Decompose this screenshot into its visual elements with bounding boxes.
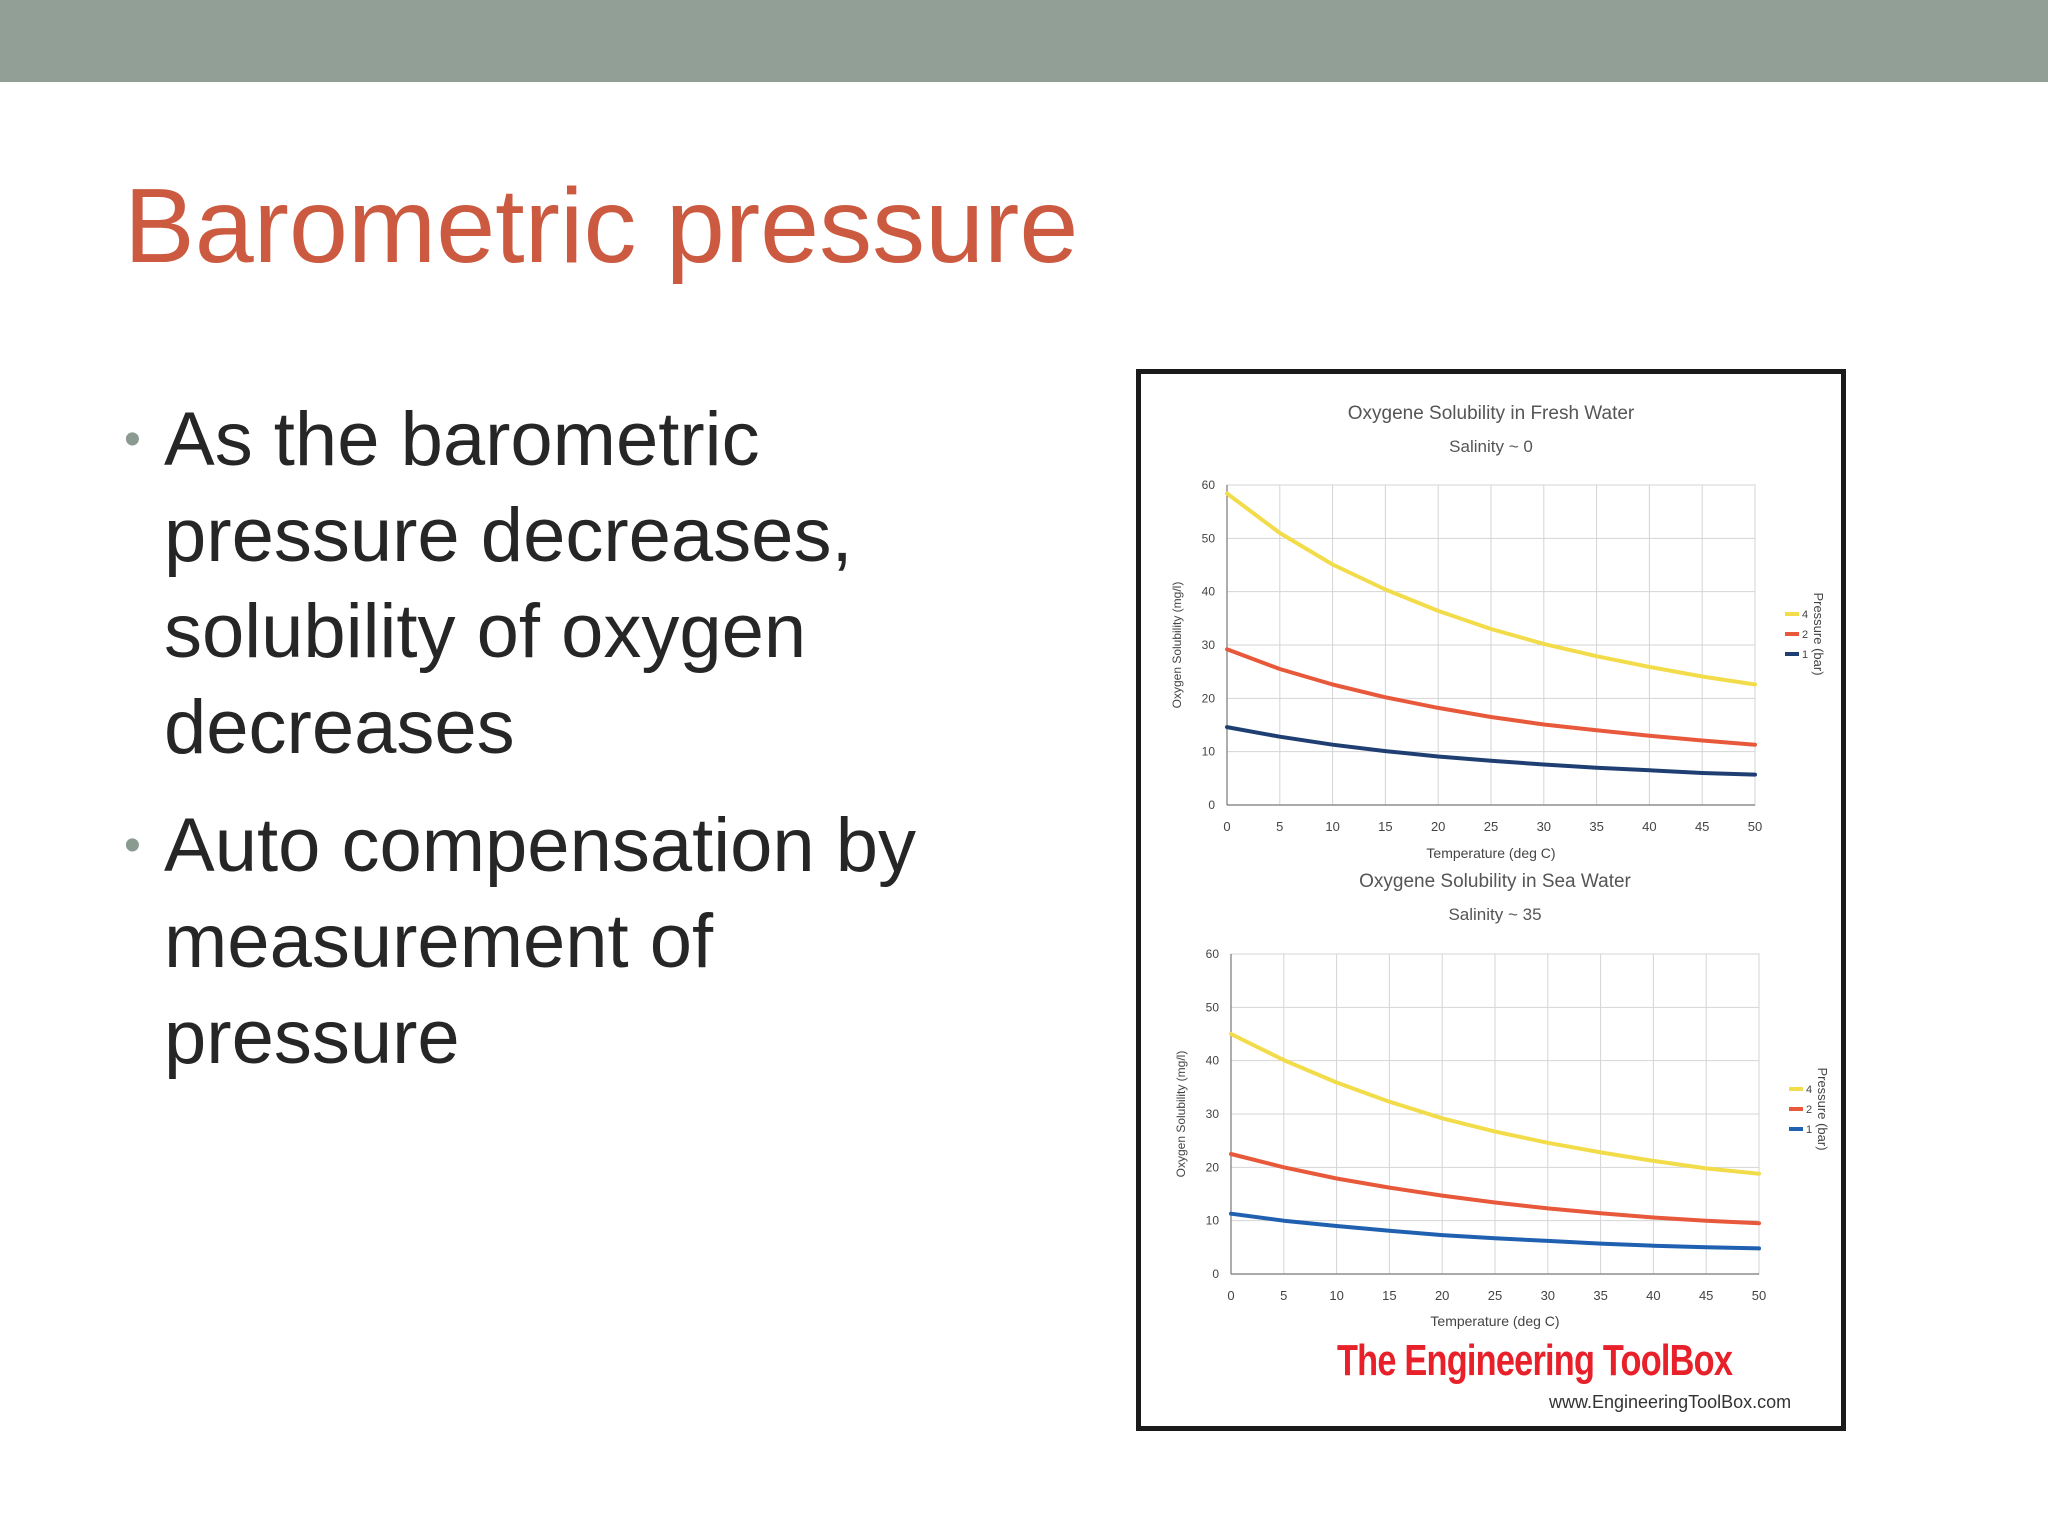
x-tick-label: 0 — [1227, 1288, 1234, 1303]
legend-label: 2 — [1802, 629, 1808, 641]
y-tick-label: 60 — [1202, 478, 1216, 492]
slide-title: Barometric pressure — [124, 167, 1079, 285]
y-tick-label: 60 — [1206, 947, 1220, 961]
series-line-2 — [1229, 1152, 1761, 1226]
y-tick-label: 0 — [1208, 798, 1215, 812]
solubility-figure: Oxygene Solubility in Fresh Water Salinit… — [1136, 369, 1846, 1431]
x-tick-label: 25 — [1488, 1288, 1502, 1303]
y-tick-label: 30 — [1202, 638, 1216, 652]
series-line-1 — [1229, 1211, 1761, 1251]
legend-label: 4 — [1802, 609, 1808, 621]
bullet-dot-icon: • — [124, 413, 141, 466]
y-tick-label: 0 — [1212, 1267, 1219, 1281]
legend-label: 1 — [1802, 649, 1808, 661]
x-tick-label: 15 — [1378, 819, 1392, 834]
x-tick-label: 20 — [1431, 819, 1445, 834]
brand-url: www.EngineeringToolBox.com — [1549, 1392, 1792, 1412]
series-line-4 — [1225, 491, 1757, 687]
x-tick-label: 40 — [1646, 1288, 1660, 1303]
y-tick-label: 10 — [1206, 1214, 1220, 1228]
chart-title: Oxygene Solubility in Sea Water — [1359, 871, 1631, 892]
x-tick-label: 30 — [1541, 1288, 1555, 1303]
legend-label: 1 — [1806, 1124, 1812, 1136]
legend-label: 4 — [1806, 1084, 1812, 1096]
series-line-1 — [1225, 725, 1757, 777]
chart-subtitle: Salinity ~ 0 — [1449, 437, 1533, 456]
y-tick-label: 30 — [1206, 1107, 1220, 1121]
x-axis-label: Temperature (deg C) — [1430, 1313, 1559, 1329]
top-banner — [0, 0, 2048, 82]
x-tick-label: 0 — [1223, 819, 1230, 834]
y-tick-label: 50 — [1206, 1000, 1220, 1014]
x-tick-label: 40 — [1642, 819, 1656, 834]
chart-subtitle: Salinity ~ 35 — [1448, 905, 1541, 924]
legend-title: Pressure (bar) — [1811, 592, 1826, 675]
series-line-2 — [1225, 647, 1757, 747]
legend-label: 2 — [1806, 1104, 1812, 1116]
y-tick-label: 20 — [1206, 1160, 1220, 1174]
bullet-item: • As the barometric pressure decreases, … — [120, 392, 980, 776]
brand-logo-text: The Engineering ToolBox — [1337, 1336, 1733, 1385]
solubility-charts: Oxygene Solubility in Fresh Water Salinit… — [1170, 403, 1830, 1329]
chart-title: Oxygene Solubility in Fresh Water — [1348, 403, 1635, 424]
x-tick-label: 35 — [1593, 1288, 1607, 1303]
bullet-dot-icon: • — [124, 819, 141, 872]
x-tick-label: 25 — [1484, 819, 1498, 834]
legend-title: Pressure (bar) — [1815, 1067, 1830, 1150]
x-tick-label: 5 — [1280, 1288, 1287, 1303]
y-axis-label: Oxygen Solubility (mg/l) — [1174, 1051, 1188, 1178]
y-axis-label: Oxygen Solubility (mg/l) — [1170, 582, 1184, 709]
y-tick-label: 50 — [1202, 531, 1216, 545]
y-tick-label: 10 — [1202, 745, 1216, 759]
x-tick-label: 15 — [1382, 1288, 1396, 1303]
x-tick-label: 45 — [1699, 1288, 1713, 1303]
y-tick-label: 40 — [1206, 1054, 1220, 1068]
y-tick-label: 20 — [1202, 691, 1216, 705]
y-tick-label: 40 — [1202, 585, 1216, 599]
series-line-4 — [1229, 1032, 1761, 1176]
x-tick-label: 45 — [1695, 819, 1709, 834]
x-tick-label: 50 — [1752, 1288, 1766, 1303]
x-tick-label: 10 — [1325, 819, 1339, 834]
x-tick-label: 10 — [1329, 1288, 1343, 1303]
x-tick-label: 20 — [1435, 1288, 1449, 1303]
x-axis-label: Temperature (deg C) — [1426, 845, 1555, 861]
bullet-text: As the barometric pressure decreases, so… — [164, 397, 853, 770]
x-tick-label: 30 — [1537, 819, 1551, 834]
x-tick-label: 35 — [1589, 819, 1603, 834]
x-tick-label: 5 — [1276, 819, 1283, 834]
x-tick-label: 50 — [1748, 819, 1762, 834]
bullet-item: • Auto compensation by measurement of pr… — [120, 798, 980, 1086]
bullet-list: • As the barometric pressure decreases, … — [120, 392, 980, 1108]
bullet-text: Auto compensation by measurement of pres… — [164, 803, 917, 1080]
